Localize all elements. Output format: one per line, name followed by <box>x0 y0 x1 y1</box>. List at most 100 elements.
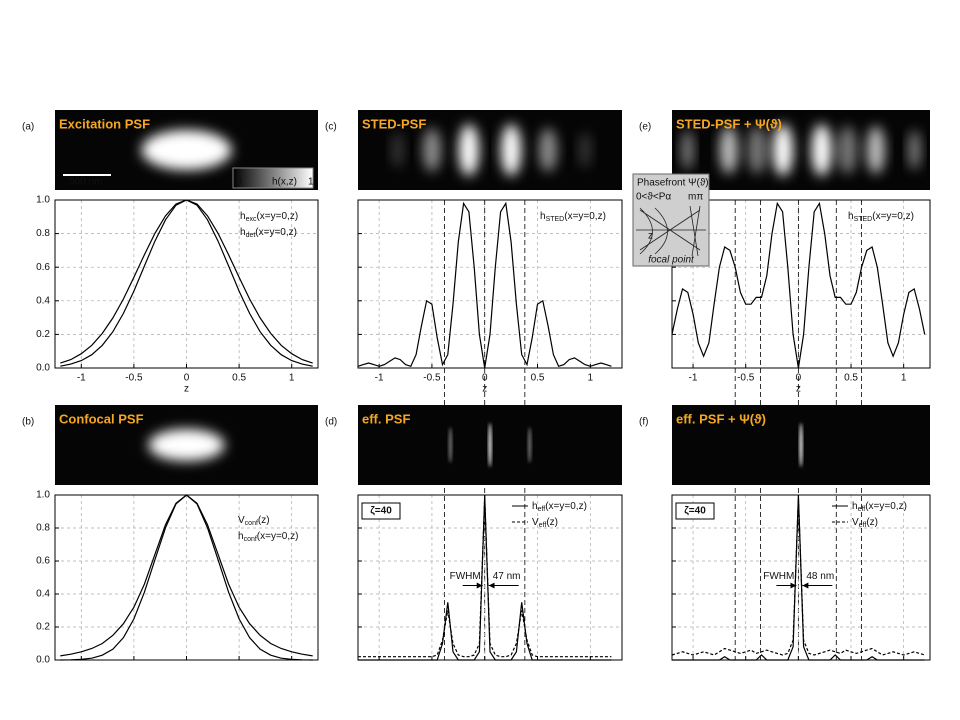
legend-entry: hSTED(x=y=0,z) <box>848 211 914 223</box>
legend-rest: (x=y=0,z) <box>865 501 907 512</box>
psf-image <box>672 110 930 190</box>
y-tick-label: 0.8 <box>36 523 50 534</box>
curve <box>60 199 313 367</box>
psf-spot <box>837 126 858 174</box>
x-tick-label: 1 <box>289 373 295 384</box>
y-tick-label: 1.0 <box>36 195 50 206</box>
legend-sub: exc <box>246 216 257 223</box>
curve <box>357 201 612 369</box>
zeta-label: ζ=40 <box>370 506 392 517</box>
panel-label: (b) <box>22 417 34 428</box>
inset-focus: focal point <box>648 255 695 266</box>
psf-spot <box>422 128 441 172</box>
x-tick-label: -1 <box>375 373 384 384</box>
psf-spot <box>141 130 232 170</box>
curve <box>358 498 612 658</box>
y-tick-label: 0.0 <box>36 363 50 374</box>
legend-rest: (x=y=0,z) <box>256 211 298 222</box>
legend-sub: conf <box>245 520 258 527</box>
legend-base: h <box>532 501 538 512</box>
legend-sub: conf <box>244 536 257 543</box>
psf-spot <box>528 427 532 463</box>
legend-entry: Vconf(z) <box>238 515 270 527</box>
colorbar <box>232 167 314 189</box>
psf-spot <box>391 132 404 168</box>
legend-base: V <box>532 517 539 528</box>
panel-title: eff. PSF + Ψ(ϑ) <box>676 411 766 426</box>
panel-title: Excitation PSF <box>59 116 150 131</box>
legend-sub: eff <box>539 522 547 529</box>
panel-label: (d) <box>325 417 337 428</box>
psf-spot <box>488 423 492 467</box>
legend-rest: (x=y=0,z) <box>545 501 587 512</box>
panel-title: eff. PSF <box>362 411 410 426</box>
legend-sub: eff <box>538 506 546 513</box>
psf-spot <box>501 124 522 176</box>
x-axis-label: z <box>184 384 189 395</box>
psf-spot <box>579 132 592 168</box>
colorbar-label: h(x,z) <box>272 177 297 188</box>
legend-base: h <box>238 531 244 542</box>
legend-sub: STED <box>854 216 873 223</box>
y-tick-label: 0.4 <box>36 295 50 306</box>
panel-label: (a) <box>22 122 34 133</box>
legend-entry: hexc(x=y=0,z) <box>240 211 298 223</box>
inset: Phasefront Ψ(ϑ) 0<ϑ<Pα mπ z focal point <box>632 173 710 267</box>
legend-base: h <box>240 227 246 238</box>
legend-base: h <box>540 211 546 222</box>
x-tick-label: 0 <box>184 373 190 384</box>
x-tick-label: -0.5 <box>125 373 143 384</box>
colorbar-label: 1 <box>308 177 314 188</box>
scale-bar-label: 500 nm <box>69 177 102 188</box>
plot-frame <box>357 494 623 661</box>
legend-entry: heff(x=y=0,z) <box>532 501 587 513</box>
legend-rest: (x=y=0,z) <box>564 211 606 222</box>
legend-sub: eff <box>858 506 866 513</box>
panel-label: (f) <box>639 417 648 428</box>
plot-frame <box>671 494 931 661</box>
inset-box <box>632 173 710 267</box>
curve <box>358 494 612 661</box>
legend-entry: heff(x=y=0,z) <box>852 501 907 513</box>
psf-spot <box>811 124 832 176</box>
psf-spot <box>719 126 738 174</box>
curve <box>671 201 926 369</box>
inset-title: Phasefront Ψ(ϑ) <box>637 178 709 189</box>
psf-spot <box>681 130 694 170</box>
legend-sub: eff <box>859 522 867 529</box>
inset-range: 0<ϑ<Pα <box>636 192 671 203</box>
legend-rest: (x=y=0,z) <box>872 211 914 222</box>
fwhm-label: FWHM <box>450 571 481 582</box>
legend-entry: hdet(x=y=0,z) <box>240 227 297 239</box>
panel-label: (e) <box>639 122 651 133</box>
colorbar-label: 0 <box>236 177 242 188</box>
x-tick-label: 1 <box>901 373 907 384</box>
psf-spot <box>747 126 768 174</box>
x-tick-label: 1 <box>588 373 594 384</box>
x-tick-label: -0.5 <box>423 373 441 384</box>
psf-spot <box>772 124 793 176</box>
legend-base: h <box>240 211 246 222</box>
y-tick-label: 0.2 <box>36 329 50 340</box>
fwhm-value: 48 nm <box>806 571 834 582</box>
legend-entry: hconf(x=y=0,z) <box>238 531 298 543</box>
x-axis-label: z <box>482 384 487 395</box>
inset-axis-label: z <box>648 231 653 242</box>
x-axis-label: z <box>796 384 801 395</box>
psf-spot <box>866 126 885 174</box>
legend-rest: (z) <box>546 517 558 528</box>
psf-spot <box>799 423 803 467</box>
fwhm-label: FWHM <box>763 571 794 582</box>
legend-entry: hSTED(x=y=0,z) <box>540 211 606 223</box>
inset-wavefront <box>639 205 701 257</box>
panel-title: STED-PSF + Ψ(ϑ) <box>676 116 782 131</box>
legend-base: h <box>848 211 854 222</box>
fwhm-value: 47 nm <box>493 571 521 582</box>
inset-phase: mπ <box>688 192 703 203</box>
zeta-box <box>675 502 715 520</box>
y-tick-label: 0.6 <box>36 262 50 273</box>
legend-base: h <box>852 501 858 512</box>
x-tick-label: -1 <box>689 373 698 384</box>
curve <box>60 494 313 661</box>
